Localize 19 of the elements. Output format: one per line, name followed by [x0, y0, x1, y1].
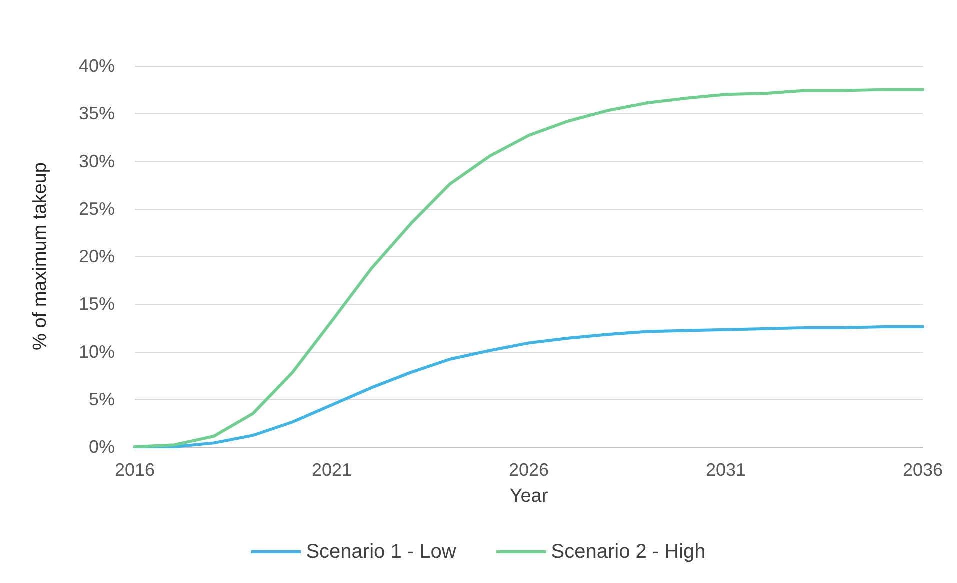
legend-label: Scenario 1 - Low [306, 541, 457, 563]
x-tick-label: 2021 [312, 460, 352, 480]
y-tick-label: 25% [78, 198, 115, 219]
y-tick-label: 10% [78, 342, 115, 362]
x-axis-title: Year [510, 486, 549, 507]
y-tick-label: 40% [78, 56, 115, 76]
y-tick-label: 5% [88, 389, 115, 410]
y-tick-label: 30% [78, 151, 115, 172]
x-tick-label: 2016 [114, 460, 156, 480]
x-tick-label: 2026 [508, 460, 550, 480]
y-tick-label: 35% [78, 104, 115, 124]
legend-label: Scenario 2 - High [551, 541, 706, 563]
y-axis-title: % of maximum takeup [30, 162, 51, 350]
y-tick-label: 20% [78, 246, 115, 266]
line-series [134, 88, 924, 448]
x-tick-label: 2036 [902, 460, 944, 480]
x-tick-label: 2031 [706, 460, 746, 480]
y-tick-label: 15% [78, 294, 115, 314]
y-tick-label: 0% [88, 437, 115, 457]
